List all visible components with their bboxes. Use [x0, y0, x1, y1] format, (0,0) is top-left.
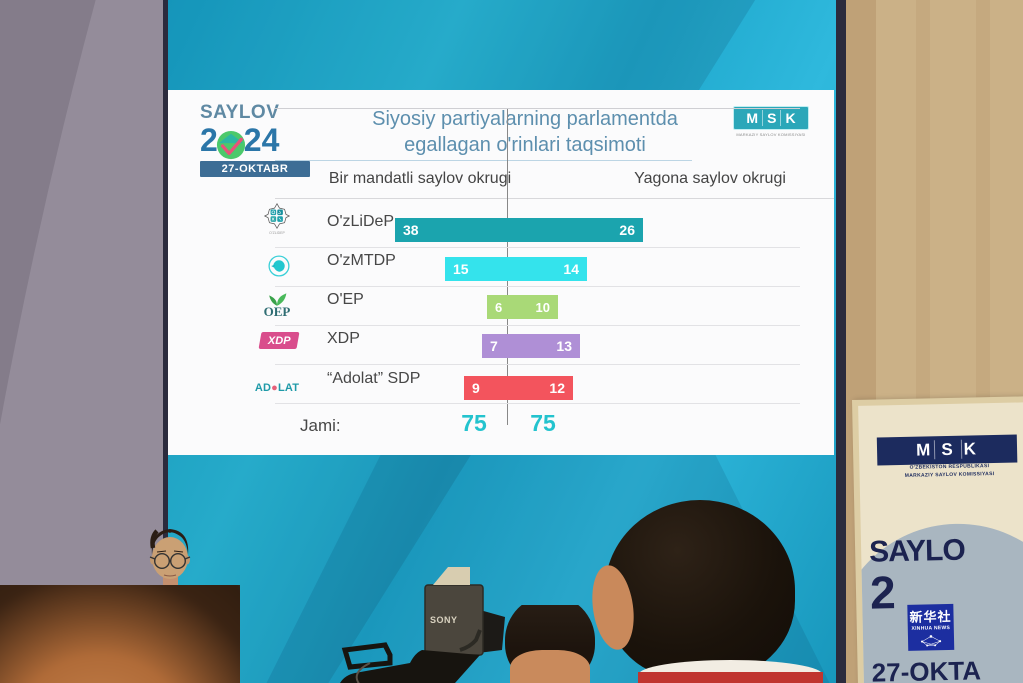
svg-text:SONY: SONY [430, 615, 458, 625]
